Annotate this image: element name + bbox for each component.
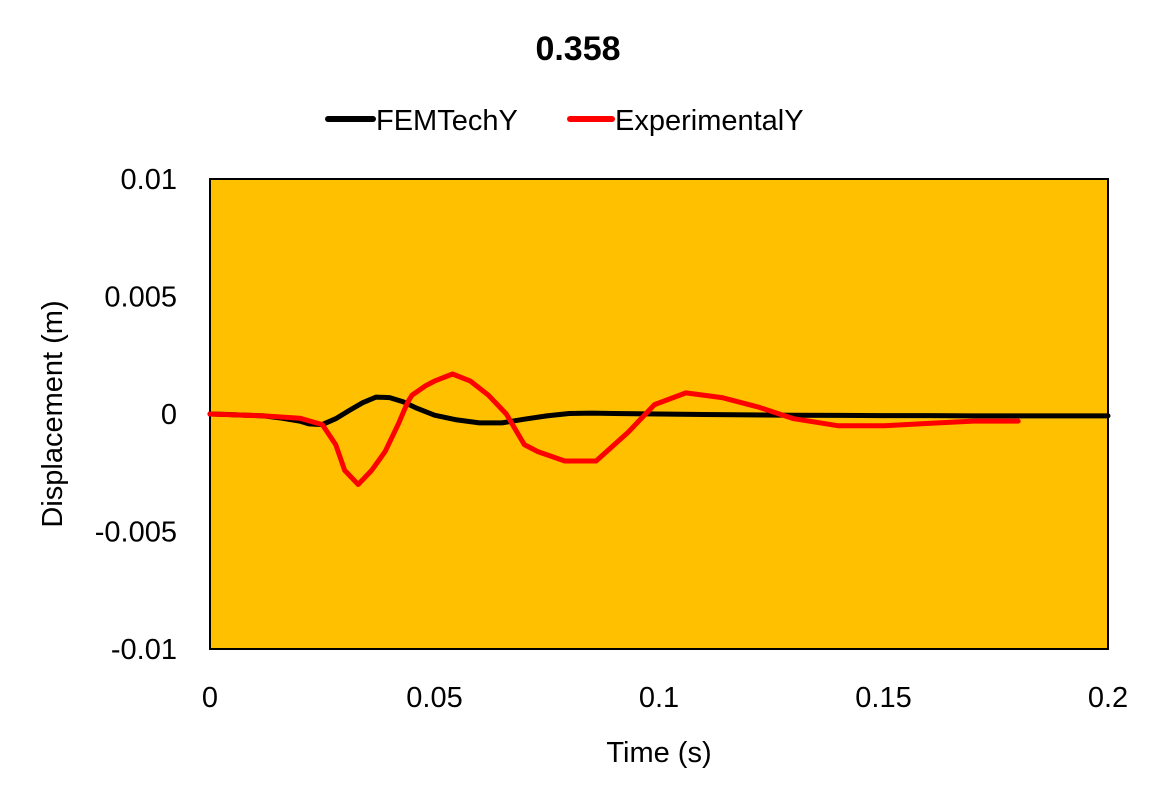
x-tick-label: 0.15 <box>855 682 911 714</box>
y-tick-label: 0.005 <box>104 282 177 314</box>
x-tick-label: 0 <box>202 682 218 714</box>
y-tick-label: 0.01 <box>121 164 177 196</box>
legend: FEMTechY ExperimentalY <box>325 105 804 137</box>
y-axis-ticks: 0.01 0.005 0 -0.005 -0.01 <box>95 164 177 666</box>
series-line-experimentaly <box>207 371 1021 487</box>
legend-label-femtechy: FEMTechY <box>376 105 518 137</box>
x-tick-label: 0.05 <box>406 682 462 714</box>
y-tick-label: -0.005 <box>95 517 177 549</box>
series-line-femtechy <box>207 394 1111 428</box>
x-axis-label: Time (s) <box>606 737 711 769</box>
chart-title: 0.358 <box>535 30 620 68</box>
y-tick-label: -0.01 <box>111 634 177 666</box>
x-tick-label: 0.2 <box>1088 682 1128 714</box>
series-layer <box>207 371 1111 487</box>
legend-label-experimentaly: ExperimentalY <box>615 105 804 137</box>
y-axis-label: Displacement (m) <box>37 300 69 527</box>
x-axis-ticks: 0 0.05 0.1 0.15 0.2 <box>202 682 1128 714</box>
x-tick-label: 0.1 <box>639 682 679 714</box>
y-tick-label: 0 <box>161 399 177 431</box>
